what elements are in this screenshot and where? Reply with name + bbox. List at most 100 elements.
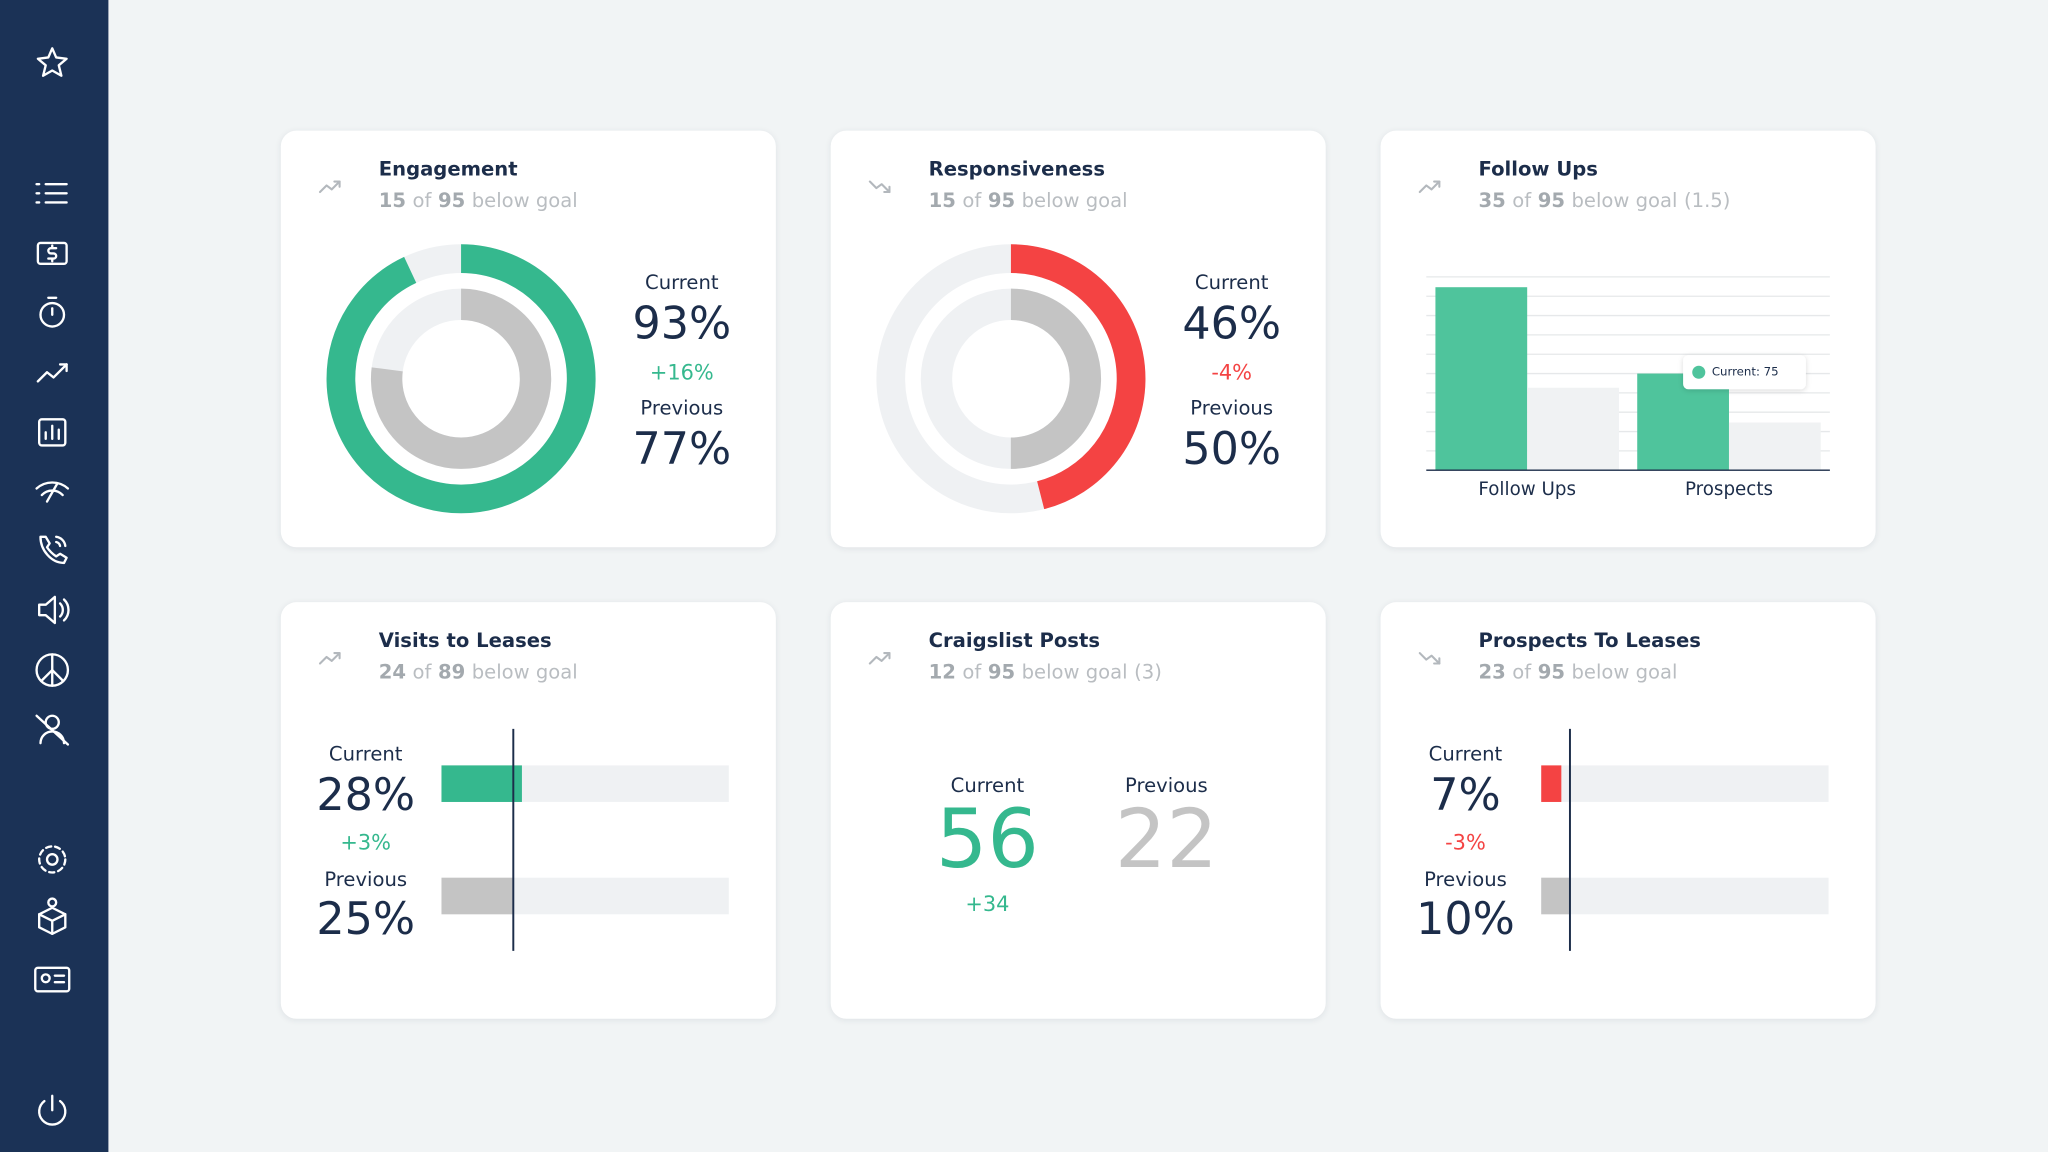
bar-track — [1541, 765, 1829, 802]
current-value: 7% — [1430, 770, 1500, 821]
card-graphic: Follow Ups 35 of 95 below goal (1.5) Follow Up… — [1418, 157, 1830, 500]
subtitle-count: 15 — [379, 189, 406, 212]
subtitle-note: (1.5) — [1684, 189, 1730, 212]
card: Prospects To Leases 23 of 95 below goal Curre… — [1380, 602, 1876, 1019]
trend-icon — [1418, 652, 1441, 665]
current-value: 93% — [632, 299, 731, 350]
change: +34 — [965, 892, 1009, 916]
trend-icon — [868, 652, 891, 665]
current-caption: Current — [329, 742, 403, 765]
subtitle-total: 95 — [1538, 660, 1565, 683]
card-subtitle: 23 of 95 below goal — [1479, 660, 1678, 683]
peace-icon[interactable] — [35, 653, 70, 687]
subtitle-of: of — [962, 660, 982, 683]
current-arc — [876, 244, 1146, 514]
card: Engagement 15 of 95 below goal Current 93% +16%… — [280, 130, 776, 548]
card-graphic: Visits to Leases 24 of 89 below goal Current 2… — [316, 629, 729, 951]
card-subtitle: 35 of 95 below goal (1.5) — [1479, 189, 1731, 212]
previous-caption: Previous — [1424, 868, 1507, 891]
packages-icon[interactable] — [38, 897, 67, 936]
announcements-icon[interactable] — [38, 595, 70, 625]
subtitle-total: 95 — [1538, 189, 1565, 212]
trend-arrow — [883, 185, 891, 194]
favorites-icon[interactable] — [36, 47, 68, 77]
current-caption: Current — [951, 774, 1025, 797]
card-graphic: Responsiveness 15 of 95 below goal Current 46%… — [868, 157, 1281, 514]
tooltip: Current: 75 — [1683, 355, 1806, 390]
card: Visits to Leases 24 of 89 below goal Current 2… — [280, 602, 776, 1019]
card: Responsiveness 15 of 95 below goal Current 46%… — [830, 130, 1326, 548]
subtitle-of: of — [1512, 189, 1532, 212]
billing-icon[interactable] — [36, 241, 68, 266]
signal-icon[interactable] — [35, 481, 70, 503]
card-title: Visits to Leases — [379, 629, 552, 652]
trend-icon — [318, 180, 341, 194]
tooltip-text: Current: 75 — [1712, 365, 1779, 379]
sidebar — [0, 0, 109, 1152]
trend-icon — [868, 180, 891, 194]
current-value: 56 — [936, 793, 1039, 887]
subtitle-count: 23 — [1479, 660, 1506, 683]
user-off-icon[interactable] — [35, 714, 70, 746]
settings-icon[interactable] — [38, 845, 67, 874]
subtitle-count: 24 — [379, 660, 406, 683]
trend-icon — [1418, 180, 1441, 194]
subtitle-count: 35 — [1479, 189, 1506, 212]
trend-line — [1418, 180, 1441, 194]
card-graphic: Engagement 15 of 95 below goal Current 93% +16%… — [318, 157, 731, 514]
subtitle-rest: below goal — [472, 189, 578, 212]
current-bar — [1541, 765, 1562, 802]
bar — [1637, 373, 1729, 471]
current-value: 28% — [316, 770, 415, 821]
card-graphic: Prospects To Leases 23 of 95 below goal Curre… — [1416, 629, 1829, 951]
list-icon[interactable] — [35, 182, 68, 204]
previous-caption: Previous — [1190, 396, 1273, 419]
trend-line — [868, 652, 891, 665]
change: -4% — [1211, 361, 1252, 385]
previous-value: 50% — [1182, 424, 1281, 475]
subtitle-of: of — [962, 189, 982, 212]
previous-bar — [1541, 877, 1570, 915]
subtitle-count: 15 — [929, 189, 956, 212]
subtitle-rest: below goal — [472, 660, 578, 683]
current-bar — [441, 765, 522, 802]
calls-icon[interactable] — [39, 535, 68, 565]
tooltip-dot — [1692, 365, 1706, 379]
current-caption: Current — [645, 271, 719, 294]
trend-line — [1418, 652, 1441, 665]
previous-arc — [370, 288, 552, 469]
id-card-icon[interactable] — [34, 966, 71, 993]
previous-value: 10% — [1416, 894, 1515, 945]
card-graphic: Craigslist Posts 12 of 95 below goal (3) Curre… — [868, 629, 1218, 916]
reports-icon[interactable] — [38, 418, 67, 447]
subtitle-rest: below goal — [1022, 660, 1128, 683]
trend-line — [868, 180, 891, 194]
trend-icon[interactable] — [36, 363, 68, 383]
previous-arc — [920, 288, 1102, 469]
timer-icon[interactable] — [39, 296, 66, 328]
card-subtitle: 15 of 95 below goal — [379, 189, 578, 212]
subtitle-note: (3) — [1134, 660, 1162, 683]
trend-arrow — [333, 180, 341, 188]
tooltip-box — [1683, 355, 1806, 390]
bar — [1728, 422, 1821, 471]
subtitle-total: 95 — [988, 660, 1015, 683]
trend-arrow — [1433, 180, 1441, 188]
current-caption: Current — [1195, 271, 1269, 294]
current-arc — [326, 244, 596, 514]
trend-icon — [318, 652, 341, 665]
trend-line — [318, 180, 341, 194]
logout-icon[interactable] — [38, 1094, 67, 1126]
subtitle-of: of — [413, 189, 433, 212]
card-title: Engagement — [379, 157, 518, 180]
trend-arrow — [1433, 657, 1441, 665]
previous-value: 77% — [632, 424, 731, 475]
card-title: Craigslist Posts — [929, 629, 1100, 652]
subtitle-total: 89 — [438, 660, 465, 683]
previous-caption: Previous — [324, 868, 407, 891]
previous-caption: Previous — [1125, 774, 1208, 797]
x-tick-label: Follow Ups — [1478, 479, 1576, 500]
